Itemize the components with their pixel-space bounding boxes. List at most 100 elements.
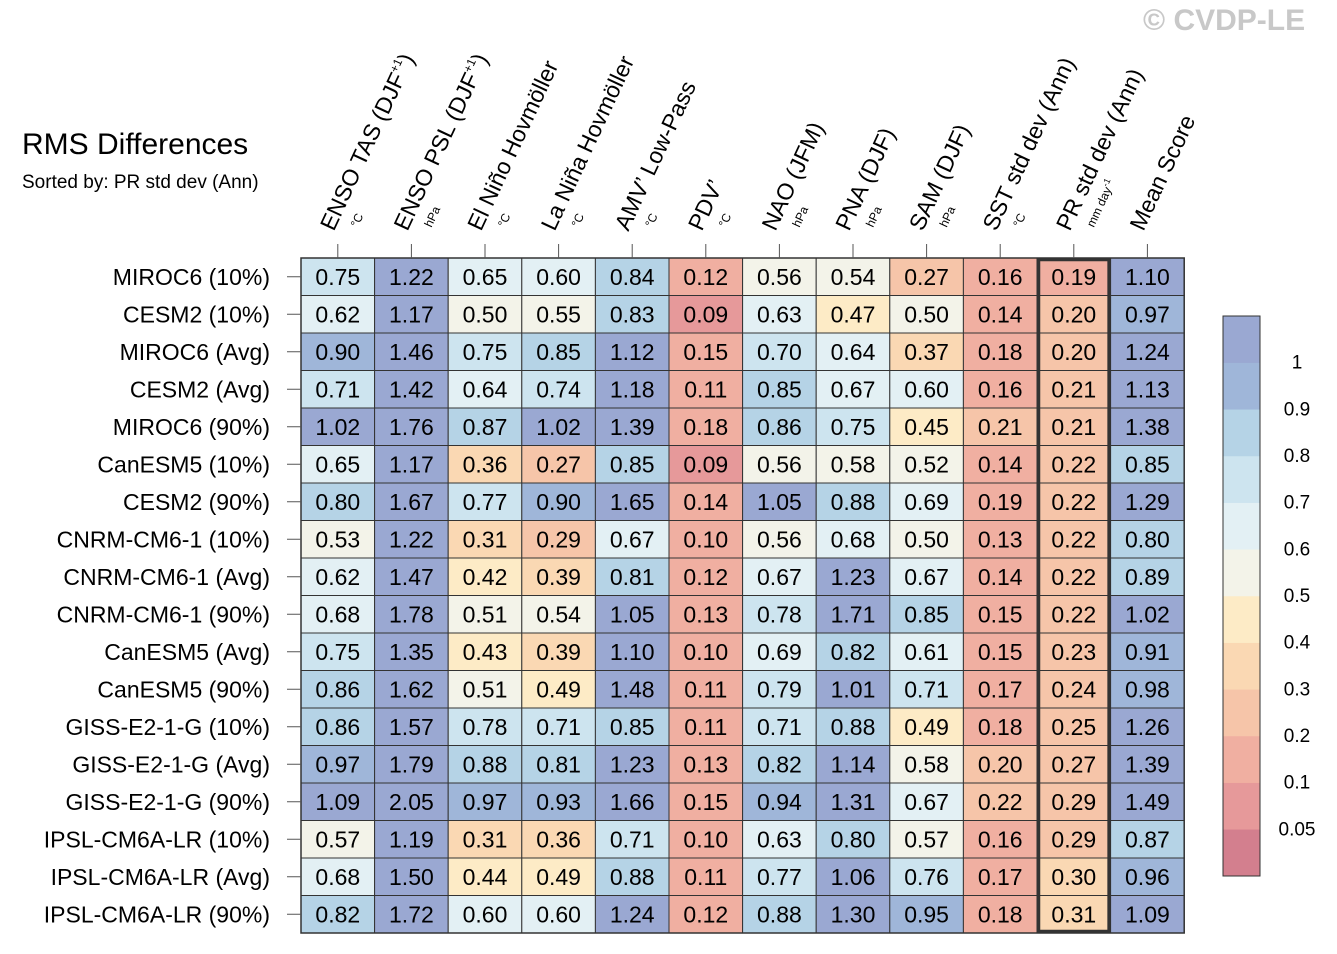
cell-value: 0.13 [683, 601, 728, 627]
row-label: CanESM5 (Avg) [104, 639, 270, 665]
cell-value: 1.50 [389, 864, 434, 890]
cell-value: 0.81 [536, 751, 581, 777]
column-unit-text: °C [348, 211, 367, 229]
cell-value: 0.85 [757, 376, 802, 402]
heatmap-cell [668, 707, 744, 746]
column-unit: hPa [937, 204, 959, 230]
colorbar-bin [1222, 409, 1261, 457]
cell-value: 0.18 [978, 714, 1023, 740]
cell-value: 0.09 [683, 451, 728, 477]
column-unit-text: hPa [937, 204, 959, 230]
heatmap-cell [300, 857, 376, 896]
heatmap-cell [300, 782, 376, 821]
heatmap-cell [668, 407, 744, 446]
cell-value: 1.01 [831, 676, 876, 702]
cell-value: 0.12 [683, 264, 728, 290]
cell-value: 0.69 [904, 489, 949, 515]
cell-value: 1.39 [1125, 751, 1170, 777]
cell-value: 0.13 [978, 526, 1023, 552]
heatmap-cell [742, 745, 817, 784]
cell-value: 0.87 [463, 414, 508, 440]
column-unit-text: °C [495, 211, 514, 229]
cell-value: 0.62 [315, 301, 360, 327]
colorbar-bin [1222, 642, 1261, 690]
cell-value: 0.68 [831, 526, 876, 552]
heatmap-cell [374, 895, 449, 934]
heatmap-cell [742, 295, 817, 334]
cell-value: 0.19 [1051, 264, 1096, 290]
heatmap-cell [815, 895, 891, 934]
row-label: MIROC6 (90%) [113, 414, 270, 440]
colorbar-label: 0.7 [1284, 493, 1310, 514]
cell-value: 1.30 [831, 901, 876, 927]
cell-value: 0.67 [757, 564, 802, 590]
cell-value: 0.29 [1051, 789, 1096, 815]
cell-value: 0.65 [463, 264, 508, 290]
heatmap-cell [447, 595, 523, 634]
cell-value: 0.61 [904, 639, 949, 665]
heatmap-cell [447, 632, 523, 671]
cell-value: 0.57 [315, 826, 360, 852]
cell-value: 1.66 [610, 789, 655, 815]
cell-value: 0.89 [1125, 564, 1170, 590]
heatmap-cell [521, 557, 596, 596]
cell-value: 0.80 [831, 826, 876, 852]
heatmap-cell [374, 370, 449, 409]
cell-value: 1.22 [389, 526, 434, 552]
cell-value: 1.76 [389, 414, 434, 440]
cell-value: 0.51 [463, 676, 508, 702]
cell-value: 0.22 [1051, 601, 1096, 627]
heatmap-cell [1036, 895, 1112, 934]
heatmap-cell [962, 895, 1038, 934]
cell-value: 0.60 [536, 901, 581, 927]
cell-value: 0.75 [831, 414, 876, 440]
heatmap-cell [521, 745, 596, 784]
heatmap-border [300, 257, 1185, 934]
heatmap-cell [815, 445, 891, 484]
heatmap-cell [447, 782, 523, 821]
heatmap-cell [447, 370, 523, 409]
cell-value: 0.22 [1051, 489, 1096, 515]
cell-value: 0.47 [831, 301, 876, 327]
cell-value: 0.86 [315, 714, 360, 740]
row-label: CESM2 (Avg) [130, 376, 270, 402]
cell-value: 0.52 [904, 451, 949, 477]
cell-value: 0.67 [610, 526, 655, 552]
heatmap-cell [889, 445, 964, 484]
cell-value: 0.98 [1125, 676, 1170, 702]
row-label: IPSL-CM6A-LR (Avg) [51, 864, 270, 890]
cell-value: 0.68 [315, 601, 360, 627]
cell-value: 0.56 [757, 264, 802, 290]
heatmap-cell [300, 557, 376, 596]
cell-value: 0.70 [757, 339, 802, 365]
cell-value: 0.45 [904, 414, 949, 440]
cell-value: 0.23 [1051, 639, 1096, 665]
column-superscript: +1 [387, 56, 406, 75]
colorbar-label: 0.1 [1284, 773, 1310, 794]
colorbar-bin [1222, 595, 1261, 643]
cell-value: 0.67 [831, 376, 876, 402]
cell-value: 0.85 [904, 601, 949, 627]
row-label: CESM2 (10%) [123, 301, 270, 327]
heatmap-cell [1036, 257, 1112, 296]
row-label: CNRM-CM6-1 (90%) [57, 601, 270, 627]
cell-value: 0.88 [463, 751, 508, 777]
row-label: GISS-E2-1-G (10%) [66, 714, 271, 740]
heatmap-cell [962, 482, 1038, 521]
heatmap-cell [815, 632, 891, 671]
cell-value: 0.57 [904, 826, 949, 852]
row-label: CESM2 (90%) [123, 489, 270, 515]
cell-value: 1.09 [1125, 901, 1170, 927]
heatmap-cell [962, 370, 1038, 409]
cell-value: 0.37 [904, 339, 949, 365]
heatmap-cell [962, 857, 1038, 896]
heatmap-cell [889, 857, 964, 896]
heatmap-cell [1110, 557, 1185, 596]
heatmap-cell [742, 445, 817, 484]
cell-value: 0.50 [904, 301, 949, 327]
heatmap-cell [374, 707, 449, 746]
heatmap-cell [521, 782, 596, 821]
column-unit: hPa [863, 204, 885, 230]
heatmap-cell [962, 745, 1038, 784]
cell-value: 1.17 [389, 451, 434, 477]
